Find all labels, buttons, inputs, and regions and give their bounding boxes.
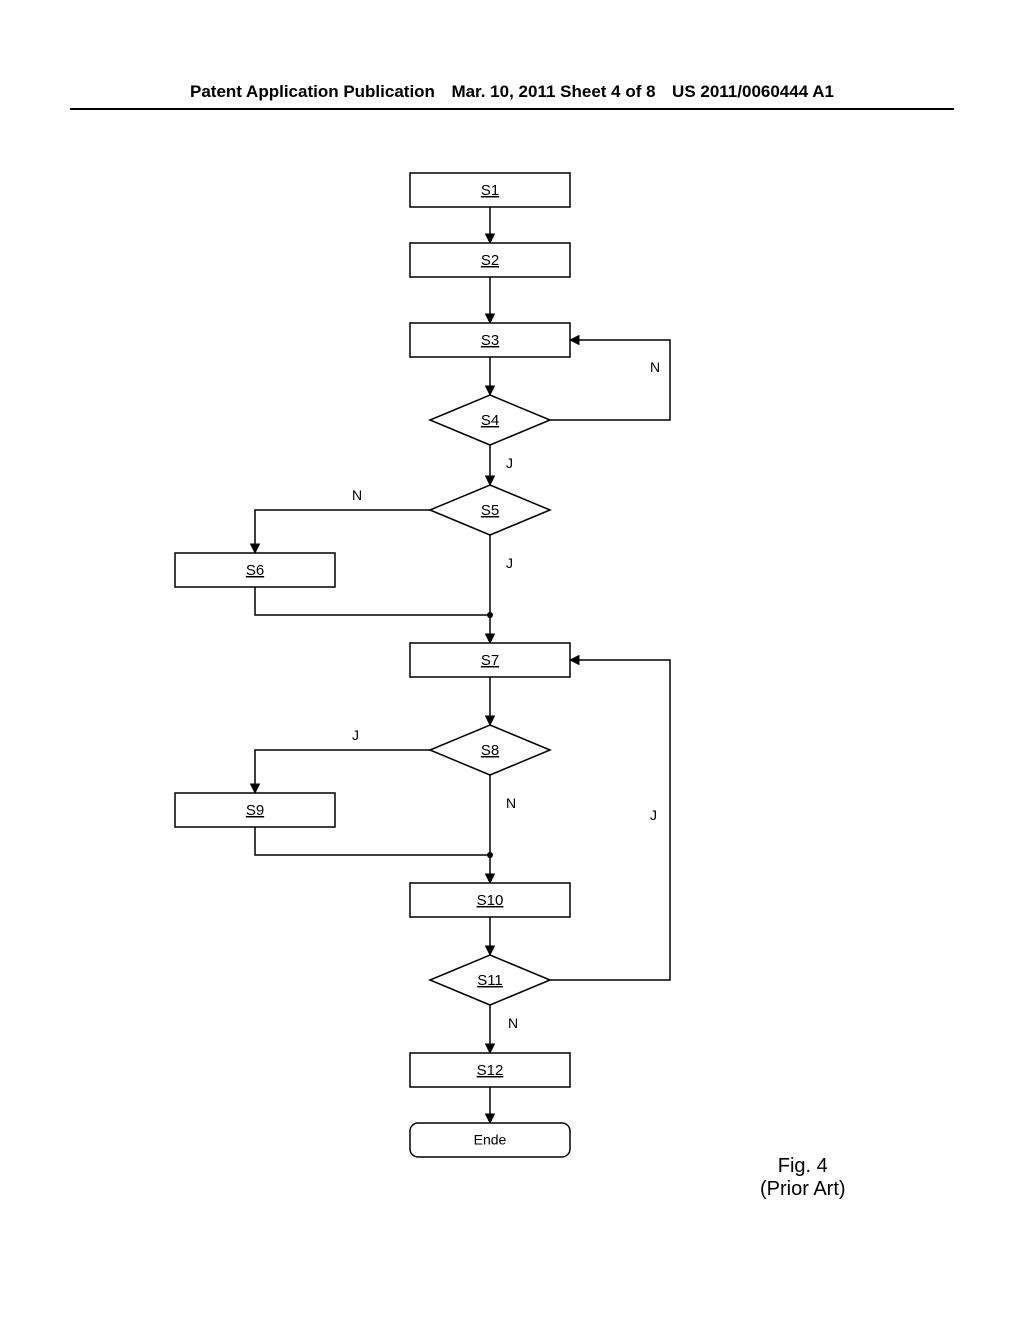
page-header: Patent Application Publication Mar. 10, … [70, 82, 954, 110]
edge-S5-S6 [255, 510, 430, 553]
node-label-S4: S4 [481, 412, 499, 429]
node-label-END: Ende [474, 1132, 507, 1148]
node-label-S8: S8 [481, 742, 499, 759]
figure-priorart: (Prior Art) [760, 1178, 846, 1201]
edge-label: J [352, 727, 359, 743]
edge-label: N [508, 1015, 518, 1031]
node-label-S7: S7 [481, 652, 499, 669]
edge-label: N [650, 359, 660, 375]
node-label-S6: S6 [246, 562, 264, 579]
node-label-S2: S2 [481, 252, 499, 269]
node-label-S1: S1 [481, 182, 499, 199]
node-label-S9: S9 [246, 802, 264, 819]
header-center: Mar. 10, 2011 Sheet 4 of 8 [451, 82, 655, 102]
edge-S9-j2 [255, 827, 490, 855]
edge-label: J [650, 807, 657, 823]
node-label-S12: S12 [477, 1062, 504, 1079]
edge-label: N [506, 795, 516, 811]
edge-label: J [506, 555, 513, 571]
figure-number: Fig. 4 [760, 1155, 846, 1178]
node-label-S3: S3 [481, 332, 499, 349]
edge-label: N [352, 487, 362, 503]
node-label-S5: S5 [481, 502, 499, 519]
edge-S6-j1 [255, 587, 490, 615]
edge-S8-S9 [255, 750, 430, 793]
flowchart: J N N J J N J N S1 S2 S3 S4 S5 S6 S7 S8 S9 S10 S11 S12 Ende [0, 150, 1024, 1210]
header-right: US 2011/0060444 A1 [672, 82, 834, 102]
node-label-S10: S10 [477, 892, 504, 909]
header-left: Patent Application Publication [190, 82, 435, 102]
page: Patent Application Publication Mar. 10, … [0, 0, 1024, 1320]
node-label-S11: S11 [477, 972, 503, 989]
figure-caption: Fig. 4 (Prior Art) [760, 1155, 846, 1201]
edge-label: J [506, 455, 513, 471]
